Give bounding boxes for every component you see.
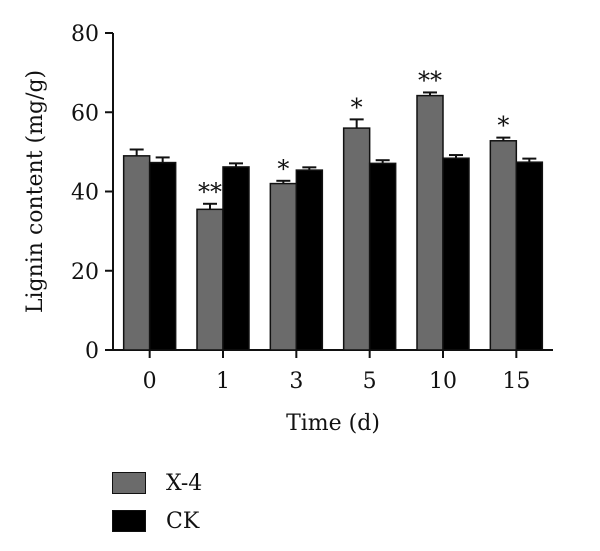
x-tick-label: 15 xyxy=(502,369,530,394)
bar-x4-5 xyxy=(342,127,371,351)
y-tick-label: 0 xyxy=(85,339,99,364)
bar-ck-5 xyxy=(368,162,397,351)
x-tick-label: 3 xyxy=(289,369,303,394)
x-tick-label: 1 xyxy=(216,369,230,394)
bar-ck-10 xyxy=(442,157,470,351)
significance-label: * xyxy=(351,93,363,121)
y-tick-label: 80 xyxy=(71,22,99,47)
bar-ck-3 xyxy=(295,169,324,351)
legend: X-4 CK xyxy=(112,466,202,542)
legend-item-ck: CK xyxy=(112,504,202,538)
bar-x4-15 xyxy=(489,140,518,351)
significance-label: ** xyxy=(198,178,222,206)
legend-label-ck: CK xyxy=(166,508,200,534)
bar-x4-1 xyxy=(196,208,224,351)
legend-swatch-x4 xyxy=(112,472,146,494)
bar-ck-1 xyxy=(222,166,250,351)
bars xyxy=(122,91,544,351)
x-tick-label: 0 xyxy=(143,369,157,394)
tick-labels: 0 20 40 60 80 0 1 ** 3 * 5 * 10 ** 15 * xyxy=(71,22,530,394)
x-axis-title: Time (d) xyxy=(286,411,380,436)
y-tick-label: 60 xyxy=(71,101,99,126)
bar-ck-0 xyxy=(148,161,177,351)
significance-label: ** xyxy=(418,66,442,94)
bar-x4-0 xyxy=(122,155,151,351)
y-axis-title: Lignin content (mg/g) xyxy=(23,70,48,313)
legend-item-x4: X-4 xyxy=(112,466,202,500)
x-tick-label: 10 xyxy=(429,369,457,394)
bar-ck-15 xyxy=(515,161,544,351)
bar-chart: 0 20 40 60 80 0 1 ** 3 * 5 * 10 ** 15 * Time (d) Lignin… xyxy=(23,22,553,436)
y-tick-label: 40 xyxy=(71,181,99,206)
axes xyxy=(105,32,553,358)
bar-x4-3 xyxy=(269,182,298,351)
legend-swatch-ck xyxy=(112,510,146,532)
x-tick-label: 5 xyxy=(363,369,377,394)
significance-label: * xyxy=(497,112,509,140)
significance-label: * xyxy=(277,155,289,183)
legend-label-x4: X-4 xyxy=(166,470,203,496)
bar-x4-10 xyxy=(416,94,444,351)
y-tick-label: 20 xyxy=(71,260,99,285)
